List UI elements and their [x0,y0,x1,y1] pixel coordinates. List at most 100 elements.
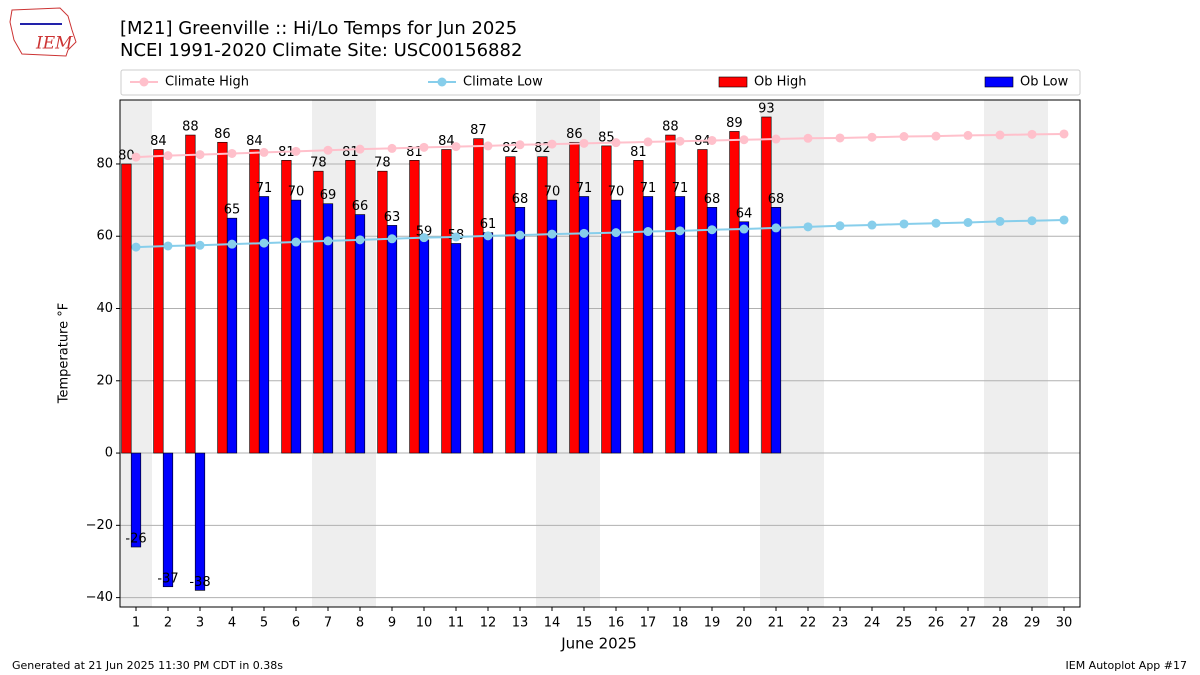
point [963,218,973,228]
bar [706,207,718,454]
x-tick-label: 17 [640,616,657,631]
legend-swatch [984,76,1014,88]
y-tick-label: 80 [96,156,113,171]
x-tick-label: 18 [672,616,689,631]
legend-label: Climate High [165,75,249,90]
chart-subtitle: NCEI 1991-2020 Climate Site: USC00156882 [120,40,522,61]
point [611,138,621,148]
x-tick-label: 8 [356,616,364,631]
bar [482,232,494,454]
x-tick-label: 12 [480,616,497,631]
data-label: 71 [256,181,273,196]
point [131,152,141,162]
bar [130,452,142,548]
bar [642,196,654,454]
data-label: 84 [246,134,263,149]
point [483,141,493,151]
legend-label: Climate Low [463,75,543,90]
data-label: 71 [640,181,657,196]
bar [441,149,452,454]
point [963,130,973,140]
data-label: 70 [288,185,305,200]
point [483,231,493,241]
data-label: 68 [512,192,529,207]
data-label: 71 [576,181,593,196]
bar [290,199,302,454]
data-label: 70 [544,185,561,200]
data-label: 65 [224,203,241,218]
x-tick-label: 15 [576,616,593,631]
point [547,229,557,239]
bar [546,199,558,454]
footer-left: Generated at 21 Jun 2025 11:30 PM CDT in… [12,659,283,672]
bar [217,141,228,454]
y-tick-label: 60 [96,229,113,244]
data-label: 89 [726,116,743,131]
point [195,150,205,160]
data-label: 66 [352,199,369,214]
data-label: 88 [662,120,679,135]
x-tick-label: 28 [992,616,1009,631]
point [835,221,845,231]
x-tick-label: 6 [292,616,300,631]
data-label: 87 [470,123,487,138]
data-label: -26 [125,532,146,547]
data-label: 81 [630,145,647,160]
data-label: 84 [438,134,455,149]
data-label: -37 [157,571,178,586]
data-label: 80 [118,148,135,163]
point [323,145,333,155]
bar [537,156,548,454]
line [135,218,1065,249]
x-axis-label: June 2025 [560,635,637,653]
point [355,144,365,154]
data-label: 59 [416,224,433,239]
point [675,226,685,236]
point [355,235,365,245]
bar [729,131,740,454]
point [867,132,877,142]
y-tick-label: 40 [96,301,113,316]
point [643,227,653,237]
point [291,237,301,247]
x-tick-label: 24 [864,616,881,631]
point [739,135,749,145]
point [1027,129,1037,139]
x-tick-label: 7 [324,616,332,631]
y-tick-label: 20 [96,373,113,388]
bar [514,207,526,454]
point [803,133,813,143]
footer-right: IEM Autoplot App #17 [1066,659,1188,672]
point [835,133,845,143]
chart-title: [M21] Greenville :: Hi/Lo Temps for Jun … [120,18,517,39]
weekend-band [1016,100,1048,607]
legend-marker [437,77,447,87]
x-tick-label: 22 [800,616,817,631]
legend-label: Ob High [754,75,807,90]
bar [473,138,484,454]
point [931,131,941,141]
data-label: 84 [150,134,167,149]
data-label: 68 [704,192,721,207]
point [163,241,173,251]
x-tick-label: 21 [768,616,785,631]
y-tick-label: 0 [105,446,113,461]
x-tick-label: 2 [164,616,172,631]
point [771,134,781,144]
bar [258,196,270,454]
data-label: 93 [758,101,775,116]
point [387,143,397,153]
logo-text: IEM [35,34,73,54]
bar [610,199,622,454]
x-tick-label: 20 [736,616,753,631]
bar [450,243,462,454]
bar [153,149,164,454]
point [387,234,397,244]
point [931,218,941,228]
bar [185,134,196,454]
weekend-band [792,100,824,607]
point [227,148,237,158]
point [899,131,909,141]
data-label: 68 [768,192,785,207]
point [675,136,685,146]
